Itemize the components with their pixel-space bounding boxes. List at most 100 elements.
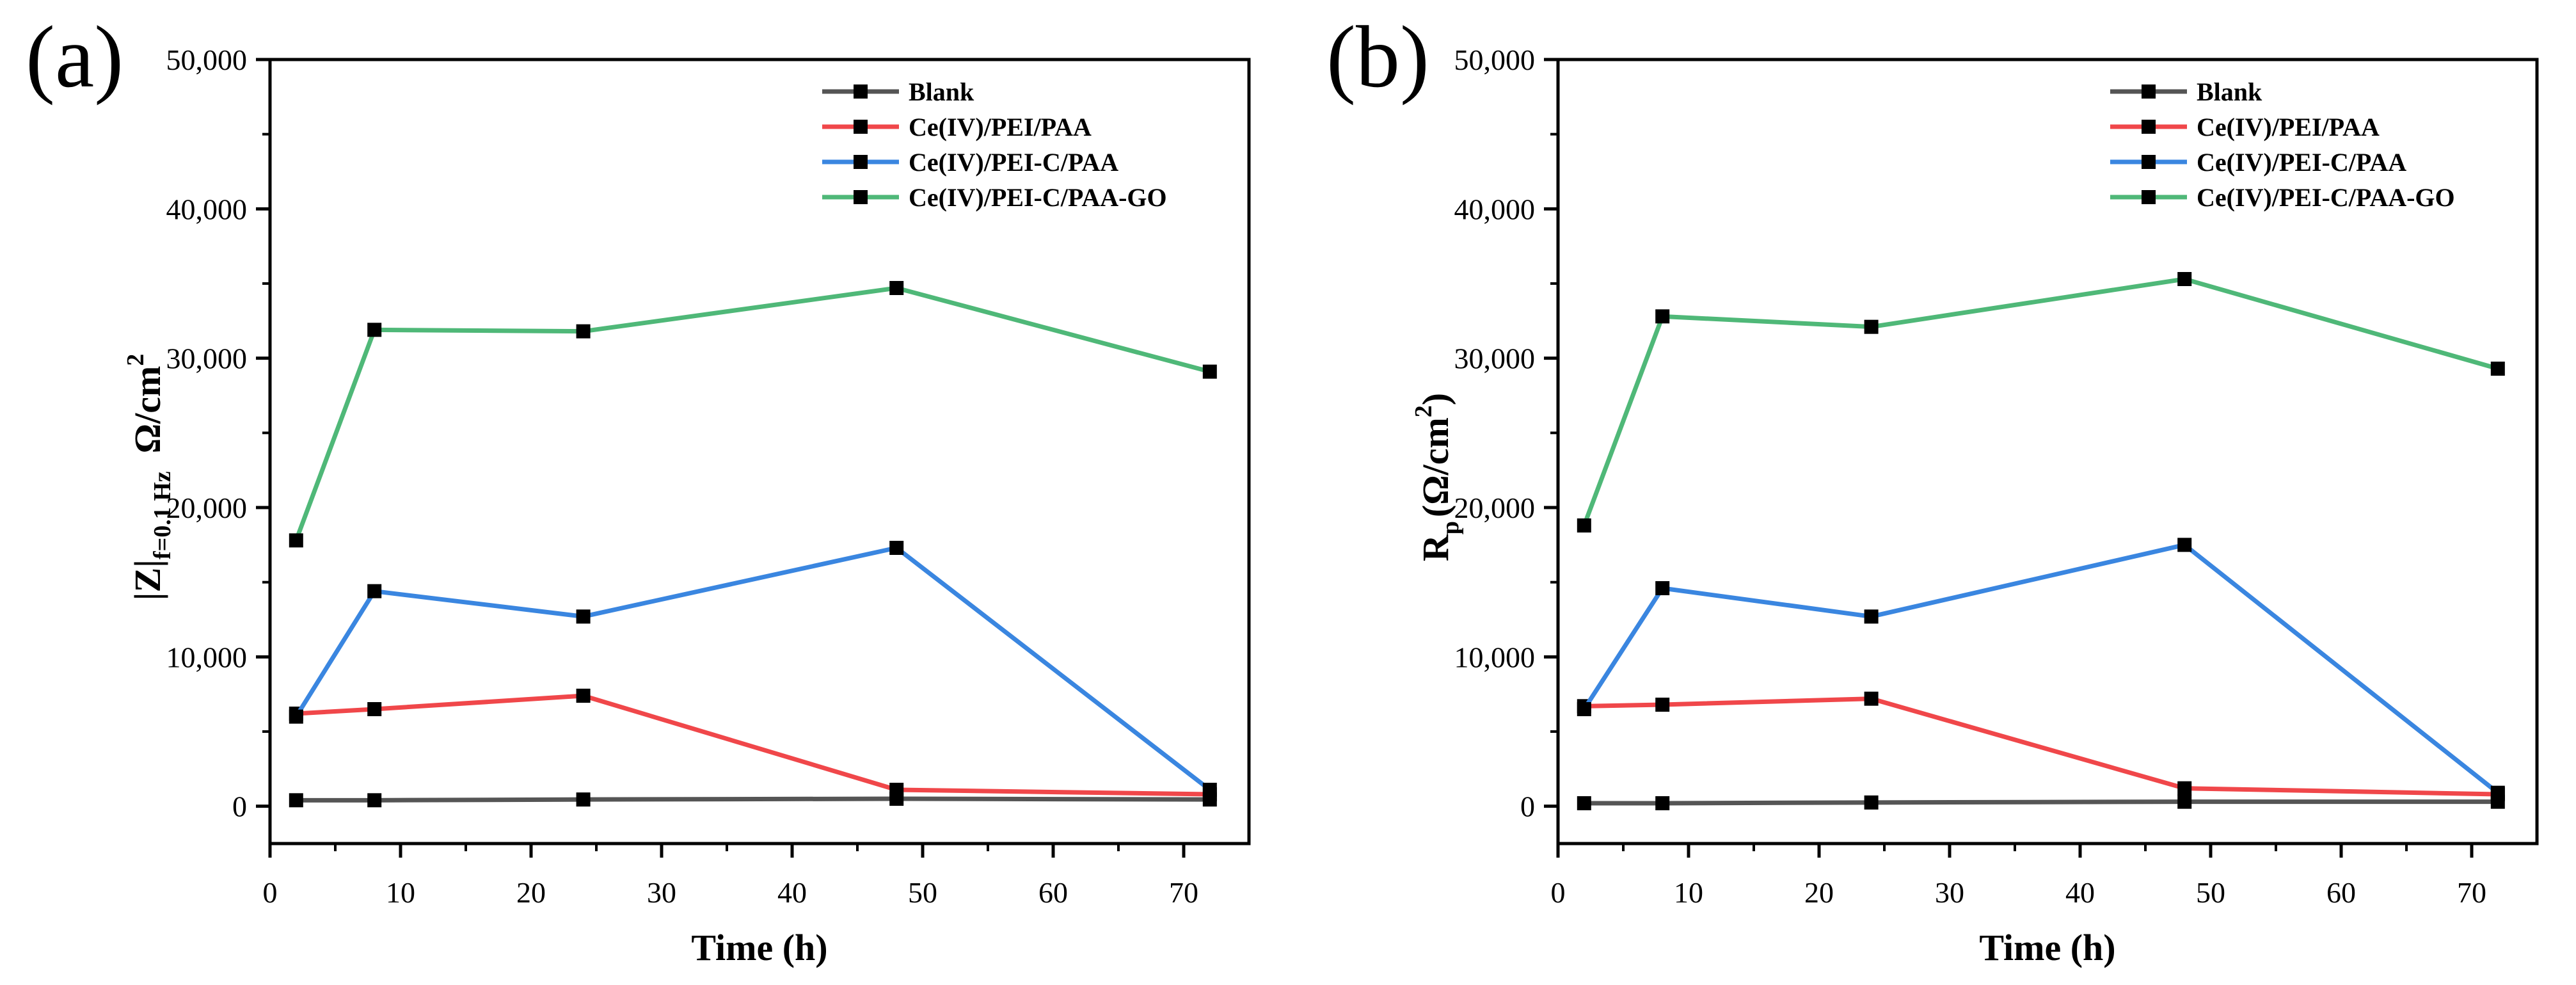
data-point — [1655, 698, 1670, 712]
legend-swatch-marker — [2142, 120, 2156, 134]
data-point — [2177, 538, 2192, 552]
plot-frame — [1556, 58, 2539, 845]
legend-label: Ce(IV)/PEI-C/PAA — [909, 148, 1118, 177]
y-label-tail: ) — [1415, 393, 1456, 405]
chart-panel-b: (b) 0 10 20 30 40 50 60 70 0 10,000 20,000 30,000 40… — [1288, 0, 2576, 985]
data-point — [2177, 272, 2192, 286]
y-axis-label: |Z|f=0.1 Hz Ω/cm2 — [122, 354, 176, 601]
data-point — [576, 689, 591, 703]
legend-label: Ce(IV)/PEI/PAA — [2197, 113, 2380, 141]
y-label-main: |Z| — [127, 559, 168, 600]
y-tick-label: 0 — [1520, 790, 1535, 823]
data-point — [889, 281, 904, 295]
plot-frame — [268, 58, 1251, 845]
data-point — [1864, 795, 1879, 810]
legend-swatch-marker — [2142, 155, 2156, 169]
x-tick-label: 10 — [1674, 876, 1703, 909]
series-line-3 — [1582, 276, 2499, 527]
series-line-1 — [296, 693, 1210, 797]
data-point — [889, 783, 904, 797]
data-point — [889, 541, 904, 555]
y-tick-label: 30,000 — [1454, 342, 1536, 375]
y-label-main: R — [1415, 534, 1456, 561]
legend-label: Ce(IV)/PEI-C/PAA — [2197, 148, 2406, 177]
series-line-0 — [296, 796, 1210, 803]
data-point — [2177, 781, 2192, 796]
data-point — [2177, 794, 2192, 809]
x-tick-label: 50 — [908, 876, 937, 909]
data-point — [1577, 796, 1591, 810]
x-tick-label: 70 — [1169, 876, 1198, 909]
x-tick-label: 0 — [263, 876, 278, 909]
chart-b-svg: 0 10 20 30 40 50 60 70 0 10,000 20,000 30,000 40,000… — [1410, 44, 2539, 968]
x-tick-label: 10 — [386, 876, 415, 909]
legend-label: Ce(IV)/PEI-C/PAA-GO — [2197, 183, 2455, 212]
x-tick-label: 60 — [1038, 876, 1068, 909]
y-tick-label: 20,000 — [1454, 492, 1536, 524]
y-label-subscript: p — [1437, 521, 1464, 534]
legend-swatch-marker — [854, 120, 868, 134]
panel-label: (b) — [1326, 8, 1429, 106]
x-axis-label: Time (h) — [1979, 927, 2115, 968]
y-tick-label: 10,000 — [166, 641, 248, 673]
x-tick-label: 0 — [1551, 876, 1566, 909]
data-point — [1202, 364, 1217, 379]
series-line-3 — [294, 285, 1211, 541]
data-point — [1577, 702, 1591, 716]
series-line-2 — [1582, 542, 2499, 795]
x-tick-label: 30 — [647, 876, 676, 909]
chart-a-svg: 0 10 20 30 40 50 60 70 0 10,000 20,000 30,000 40,000… — [122, 44, 1251, 968]
series-line-1 — [1584, 696, 2498, 797]
data-point — [1577, 518, 1591, 533]
data-point — [1864, 609, 1879, 624]
data-point — [1864, 319, 1879, 334]
data-point — [1655, 581, 1670, 595]
x-tick-label: 30 — [1935, 876, 1964, 909]
data-point — [367, 793, 382, 808]
data-point — [289, 533, 303, 548]
legend-label: Ce(IV)/PEI/PAA — [909, 113, 1092, 141]
x-axis-label: Time (h) — [691, 927, 827, 968]
y-tick-label: 0 — [232, 790, 247, 823]
x-tick-label: 50 — [2196, 876, 2225, 909]
data-point — [367, 584, 382, 598]
chart-panel-a: (a) 0 10 20 30 40 50 60 70 0 10,000 20,000 30,000 40… — [26, 8, 1251, 968]
legend-swatch-marker — [2142, 84, 2156, 99]
panel-label: (a) — [26, 8, 124, 106]
data-point — [1655, 309, 1670, 324]
data-point — [576, 609, 591, 624]
x-tick-label: 20 — [1804, 876, 1834, 909]
y-tick-label: 20,000 — [166, 492, 248, 524]
legend-swatch-marker — [2142, 190, 2156, 204]
data-point — [367, 702, 382, 716]
data-point — [1202, 783, 1217, 797]
y-tick-label: 50,000 — [1454, 44, 1536, 76]
data-point — [576, 792, 591, 807]
legend-label: Blank — [2197, 77, 2262, 106]
y-label-unit: (Ω/cm — [1415, 417, 1456, 517]
legend-swatch-marker — [854, 155, 868, 169]
data-point — [1655, 796, 1670, 810]
data-point — [289, 793, 303, 808]
series-line-2 — [294, 545, 1211, 792]
data-point — [2490, 362, 2505, 376]
y-tick-label: 40,000 — [166, 193, 248, 225]
data-point — [2490, 785, 2505, 800]
x-tick-label: 40 — [2065, 876, 2095, 909]
y-tick-label: 50,000 — [166, 44, 248, 76]
x-tick-label: 40 — [777, 876, 807, 909]
y-axis-label: Rp (Ω/cm2) — [1410, 393, 1464, 561]
data-point — [367, 323, 382, 337]
legend-swatch-marker — [854, 84, 868, 99]
x-tick-label: 20 — [516, 876, 546, 909]
legend-label: Ce(IV)/PEI-C/PAA-GO — [909, 183, 1167, 212]
y-label-subscript: f=0.1 Hz — [149, 471, 176, 559]
y-label-unit: Ω/cm — [127, 366, 168, 454]
y-label-superscript: 2 — [1410, 405, 1437, 417]
data-point — [1864, 691, 1879, 706]
data-point — [576, 324, 591, 339]
y-tick-label: 40,000 — [1454, 193, 1536, 225]
data-point — [289, 709, 303, 724]
legend-label: Blank — [909, 77, 974, 106]
series-line-0 — [1584, 799, 2498, 806]
